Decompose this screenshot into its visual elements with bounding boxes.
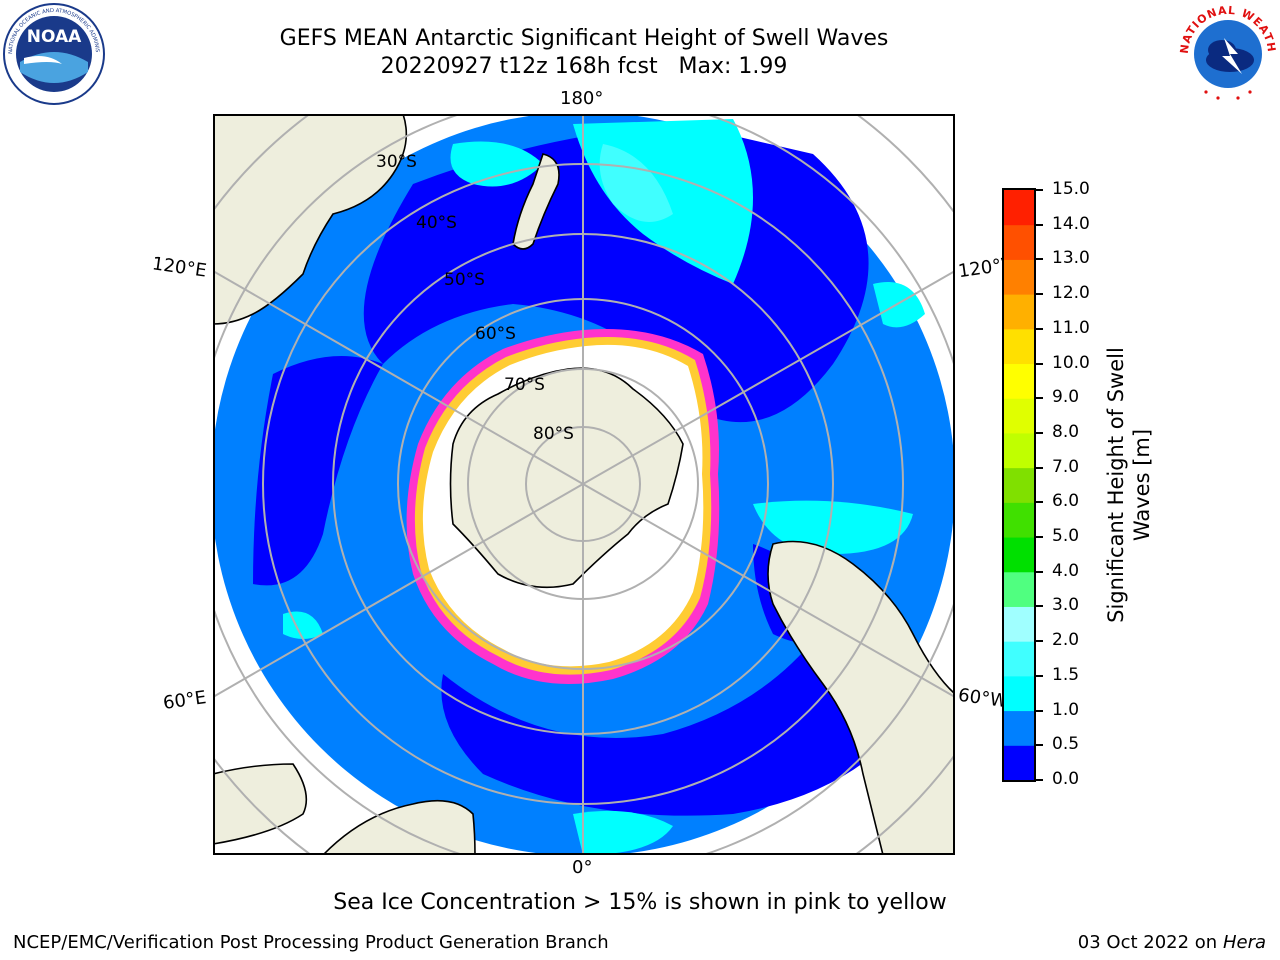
svg-text:NOAA: NOAA <box>27 27 82 47</box>
colorbar-segment <box>1004 432 1034 469</box>
colorbar-segment <box>1004 745 1034 781</box>
colorbar-segment <box>1004 710 1034 746</box>
lon-label-60e: 60°E <box>161 687 208 714</box>
nws-logo: NATIONAL WEATHER SERVICE <box>1176 2 1278 104</box>
colorbar-tick-label: 1.5 <box>1052 664 1080 685</box>
lat-label-50s: 50°S <box>444 270 485 290</box>
colorbar-tick-label: 0.5 <box>1052 734 1080 755</box>
swell-band-low-west <box>253 356 383 586</box>
colorbar-tick-mark <box>1036 397 1043 400</box>
lat-label-60s: 60°S <box>475 324 516 344</box>
colorbar-tick-label: 10.0 <box>1052 352 1090 373</box>
credit-line: NCEP/EMC/Verification Post Processing Pr… <box>13 932 609 953</box>
colorbar-segment <box>1004 467 1034 503</box>
lat-label-80s: 80°S <box>533 424 574 444</box>
chart-subtitle: 20220927 t12z 168h fcst Max: 1.99 <box>380 54 788 79</box>
colorbar <box>1002 188 1036 782</box>
colorbar-tick-mark <box>1036 293 1043 296</box>
colorbar-segment <box>1004 675 1034 712</box>
colorbar-tick-mark <box>1036 327 1043 330</box>
south-america <box>767 540 955 855</box>
run-date: 03 Oct 2022 on Hera <box>1078 932 1266 953</box>
colorbar-label: Significant Height of Swell Waves [m] <box>1104 347 1154 623</box>
colorbar-segment <box>1004 502 1034 538</box>
lon-label-120e: 120°E <box>150 253 208 282</box>
colorbar-tick-label: 14.0 <box>1052 213 1090 234</box>
colorbar-segment <box>1004 363 1034 399</box>
colorbar-tick-mark <box>1036 466 1043 469</box>
lat-label-70s: 70°S <box>504 375 545 395</box>
map-frame <box>213 114 955 855</box>
colorbar-tick-label: 9.0 <box>1052 387 1080 408</box>
colorbar-tick-mark <box>1036 258 1043 261</box>
colorbar-tick-label: 8.0 <box>1052 421 1080 442</box>
colorbar-tick-label: 15.0 <box>1052 179 1090 199</box>
swell-patch-cyan-south <box>573 810 673 855</box>
colorbar-segment <box>1004 641 1034 677</box>
colorbar-tick-mark <box>1036 570 1043 573</box>
colorbar-tick-mark <box>1036 536 1043 539</box>
colorbar-tick-label: 4.0 <box>1052 560 1080 581</box>
colorbar-segment <box>1004 190 1034 226</box>
run-date-text: 03 Oct 2022 on <box>1077 932 1223 953</box>
swell-patch-cyan-east <box>753 500 913 554</box>
colorbar-tick-mark <box>1036 709 1043 712</box>
polar-map <box>213 114 955 855</box>
colorbar-tick-mark <box>1036 744 1043 747</box>
swell-patch-cyan <box>450 141 543 187</box>
swell-band-low-south <box>441 614 913 816</box>
colorbar-tick-mark <box>1036 501 1043 504</box>
colorbar-segment <box>1004 571 1034 607</box>
colorbar-tick-mark <box>1036 674 1043 677</box>
colorbar-tick-label: 5.0 <box>1052 526 1080 547</box>
colorbar-segment <box>1004 294 1034 330</box>
colorbar-tick-label: 12.0 <box>1052 283 1090 304</box>
colorbar-tick-label: 2.0 <box>1052 630 1080 651</box>
colorbar-segment <box>1004 224 1034 260</box>
sea-ice-note: Sea Ice Concentration > 15% is shown in … <box>333 890 947 915</box>
colorbar-segment <box>1004 398 1034 434</box>
colorbar-tick-mark <box>1036 223 1043 226</box>
colorbar-frame <box>1002 188 1036 782</box>
colorbar-segment <box>1004 259 1034 295</box>
colorbar-tick-label: 11.0 <box>1052 317 1090 338</box>
colorbar-tick-mark <box>1036 189 1043 191</box>
colorbar-tick-label: 1.0 <box>1052 699 1080 720</box>
colorbar-tick-mark <box>1036 431 1043 434</box>
colorbar-tick-label: 7.0 <box>1052 456 1080 477</box>
new-zealand <box>512 153 560 250</box>
noaa-logo: NOAA NATIONAL OCEANIC AND ATMOSPHERIC AD… <box>2 2 105 105</box>
colorbar-segment <box>1004 606 1034 642</box>
colorbar-tick-mark <box>1036 779 1043 781</box>
colorbar-tick-mark <box>1036 605 1043 608</box>
colorbar-tick-mark <box>1036 362 1043 365</box>
lon-label-0: 0° <box>572 857 593 878</box>
lat-label-40s: 40°S <box>416 213 457 233</box>
colorbar-tick-label: 13.0 <box>1052 248 1090 269</box>
colorbar-segment <box>1004 537 1034 573</box>
colorbar-tick-label: 0.0 <box>1052 769 1080 789</box>
swell-band-1-5-2-0 <box>599 144 673 222</box>
madagascar <box>213 763 308 845</box>
colorbar-tick-mark <box>1036 640 1043 643</box>
swell-patch-cyan-northeast <box>873 282 925 328</box>
colorbar-tick-label: 6.0 <box>1052 491 1080 512</box>
chart-title: GEFS MEAN Antarctic Significant Height o… <box>279 26 889 51</box>
antarctica <box>449 367 684 589</box>
run-host: Hera <box>1222 932 1266 953</box>
longitude-grid <box>213 114 955 855</box>
lon-label-180: 180° <box>560 88 604 109</box>
colorbar-tick-label: 3.0 <box>1052 595 1080 616</box>
lat-label-30s: 30°S <box>376 152 417 172</box>
colorbar-segment <box>1004 328 1034 365</box>
